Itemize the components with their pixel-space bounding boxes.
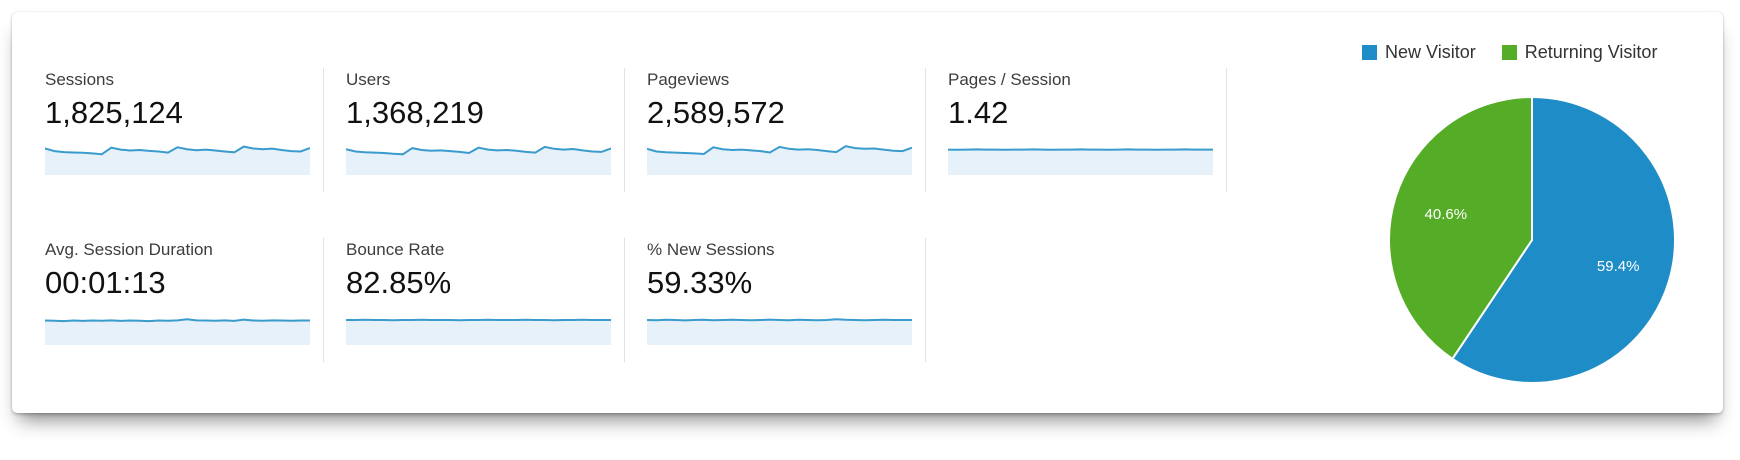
users-sparkline-chart [346,145,611,175]
pages-per-session-sparkline-chart [948,148,1213,175]
metric-value: 1,368,219 [346,95,484,130]
metric-value: 2,589,572 [647,95,785,130]
avg-session-duration-sparkline-chart [45,318,310,345]
metric-value: 1,825,124 [45,95,183,130]
metric-cell-pageviews[interactable]: Pageviews 2,589,572 [625,68,926,192]
new-sessions-sparkline-chart [647,318,912,345]
metric-label: Users [346,70,391,89]
legend-label: Returning Visitor [1524,42,1658,62]
metric-label: Sessions [45,70,114,89]
metric-cell-new-sessions-pct[interactable]: % New Sessions 59.33% [625,238,926,362]
pie-legend: New Visitor Returning Visitor [1362,42,1657,63]
metric-label: % New Sessions [647,240,775,259]
overview-card: Sessions 1,825,124 Users 1,368,219 Pagev… [12,12,1723,413]
metric-label: Bounce Rate [346,240,445,259]
metric-label: Pages / Session [948,70,1071,89]
returning-visitor-swatch-icon [1501,45,1517,60]
pie-slice-new-visitor[interactable] [1451,96,1676,384]
metric-value: 1.42 [948,95,1009,130]
bounce-rate-sparkline-chart [346,318,611,345]
sessions-sparkline-chart [45,145,310,175]
pie-slice-percentage-label: 59.4% [1597,258,1640,275]
metric-value: 59.33% [647,265,753,300]
metric-cell-pages-per-session[interactable]: Pages / Session 1.42 [926,68,1227,192]
legend-item-returning-visitor: Returning Visitor [1501,42,1658,63]
metric-value: 00:01:13 [45,265,166,300]
legend-item-new-visitor: New Visitor [1362,42,1476,63]
metrics-row-1: Sessions 1,825,124 Users 1,368,219 Pagev… [23,68,1227,192]
metric-cell-users[interactable]: Users 1,368,219 [324,68,625,192]
metric-cell-avg-session-duration[interactable]: Avg. Session Duration 00:01:13 [23,238,324,362]
metric-cell-sessions[interactable]: Sessions 1,825,124 [23,68,324,192]
legend-label: New Visitor [1385,42,1476,62]
pie-slice-returning-visitor[interactable] [1388,96,1533,360]
visitor-type-pie-chart: 59.4% 40.6% [1387,95,1677,385]
metric-label: Avg. Session Duration [45,240,213,259]
pie-slice-percentage-label: 40.6% [1425,206,1468,223]
metric-cell-bounce-rate[interactable]: Bounce Rate 82.85% [324,238,625,362]
metric-value: 82.85% [346,265,452,300]
metrics-grid: Sessions 1,825,124 Users 1,368,219 Pagev… [23,68,1227,362]
pageviews-sparkline-chart [647,145,912,175]
metric-label: Pageviews [647,70,730,89]
metrics-row-2: Avg. Session Duration 00:01:13 Bounce Ra… [23,238,1227,362]
new-visitor-swatch-icon [1362,45,1377,60]
